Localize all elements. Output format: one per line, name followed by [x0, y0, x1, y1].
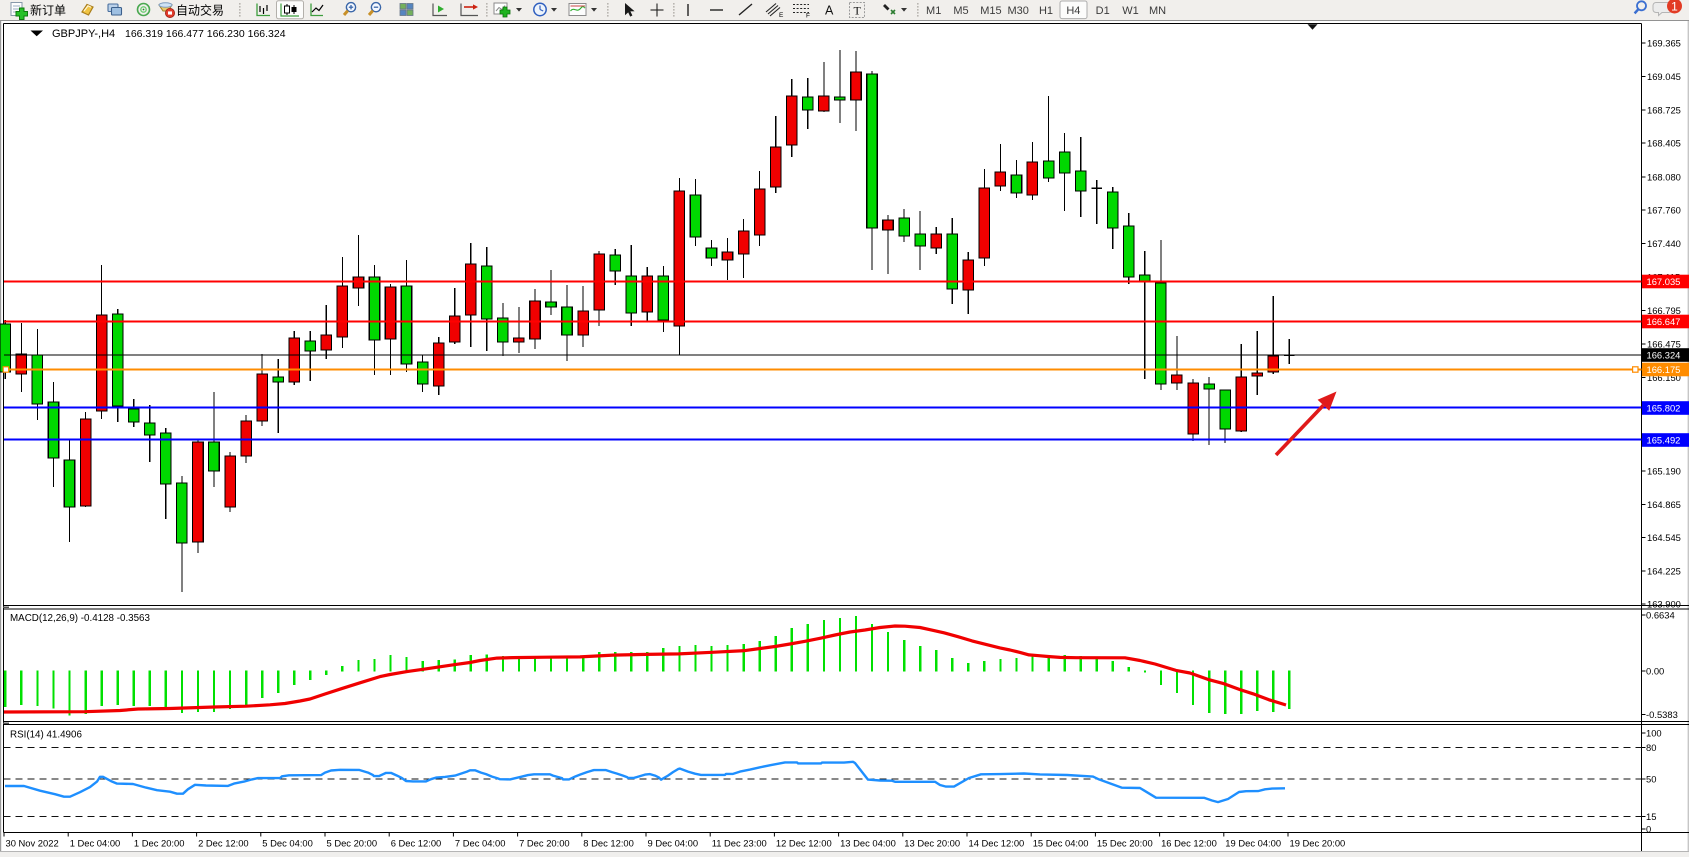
svg-text:H1: H1 [1039, 5, 1053, 17]
svg-text:M15: M15 [980, 5, 1001, 17]
svg-text:166.175: 166.175 [1647, 364, 1681, 375]
svg-text:15: 15 [1646, 811, 1656, 822]
svg-text:GBPJPY-,H4: GBPJPY-,H4 [52, 28, 115, 40]
svg-text:164.865: 164.865 [1647, 499, 1681, 510]
svg-text:166.319 166.477 166.230 166.32: 166.319 166.477 166.230 166.324 [125, 28, 286, 40]
svg-text:15 Dec 20:00: 15 Dec 20:00 [1097, 838, 1153, 849]
svg-text:13 Dec 20:00: 13 Dec 20:00 [904, 838, 960, 849]
svg-text:0: 0 [1646, 823, 1651, 834]
svg-text:165.190: 165.190 [1647, 465, 1681, 476]
svg-text:14 Dec 12:00: 14 Dec 12:00 [969, 838, 1025, 849]
svg-text:169.045: 169.045 [1647, 71, 1681, 82]
svg-text:MACD(12,26,9) -0.4128 -0.3563: MACD(12,26,9) -0.4128 -0.3563 [10, 613, 151, 624]
svg-text:7 Dec 20:00: 7 Dec 20:00 [519, 838, 570, 849]
svg-text:12 Dec 12:00: 12 Dec 12:00 [776, 838, 832, 849]
svg-text:5 Dec 04:00: 5 Dec 04:00 [262, 838, 313, 849]
svg-text:164.225: 164.225 [1647, 565, 1681, 576]
svg-text:167.760: 167.760 [1647, 204, 1681, 215]
svg-text:164.545: 164.545 [1647, 532, 1681, 543]
svg-text:自动交易: 自动交易 [176, 3, 224, 18]
svg-text:13 Dec 04:00: 13 Dec 04:00 [840, 838, 896, 849]
svg-text:T: T [854, 4, 862, 18]
svg-text:9 Dec 04:00: 9 Dec 04:00 [648, 838, 699, 849]
svg-text:2 Dec 12:00: 2 Dec 12:00 [198, 838, 249, 849]
svg-text:30 Nov 2022: 30 Nov 2022 [6, 838, 59, 849]
svg-text:新订单: 新订单 [30, 3, 66, 18]
svg-text:D1: D1 [1096, 5, 1110, 17]
svg-text:M5: M5 [953, 5, 968, 17]
svg-text:166.647: 166.647 [1647, 316, 1681, 327]
svg-text:1 Dec 04:00: 1 Dec 04:00 [70, 838, 121, 849]
svg-text:15 Dec 04:00: 15 Dec 04:00 [1033, 838, 1089, 849]
svg-text:166.150: 166.150 [1647, 372, 1681, 383]
svg-text:165.802: 165.802 [1647, 403, 1681, 414]
svg-text:50: 50 [1646, 773, 1656, 784]
svg-text:H4: H4 [1066, 5, 1080, 17]
svg-text:A: A [825, 4, 834, 18]
svg-text:1 Dec 20:00: 1 Dec 20:00 [134, 838, 185, 849]
svg-text:RSI(14) 41.4906: RSI(14) 41.4906 [10, 730, 82, 741]
svg-text:168.405: 168.405 [1647, 137, 1681, 148]
svg-text:1: 1 [1671, 0, 1678, 14]
svg-text:19 Dec 20:00: 19 Dec 20:00 [1290, 838, 1346, 849]
svg-text:7 Dec 04:00: 7 Dec 04:00 [455, 838, 506, 849]
svg-text:W1: W1 [1122, 5, 1139, 17]
svg-text:5 Dec 20:00: 5 Dec 20:00 [327, 838, 378, 849]
svg-text:M30: M30 [1007, 5, 1028, 17]
svg-text:167.440: 167.440 [1647, 238, 1681, 249]
svg-text:166.475: 166.475 [1647, 338, 1681, 349]
svg-text:6 Dec 12:00: 6 Dec 12:00 [391, 838, 442, 849]
svg-text:8 Dec 12:00: 8 Dec 12:00 [583, 838, 634, 849]
svg-text:169.365: 169.365 [1647, 37, 1681, 48]
svg-text:0.6634: 0.6634 [1646, 609, 1675, 620]
svg-text:167.035: 167.035 [1647, 276, 1681, 287]
svg-text:163.900: 163.900 [1647, 598, 1681, 609]
svg-text:-0.5383: -0.5383 [1646, 709, 1678, 720]
svg-text:F: F [806, 13, 810, 20]
svg-text:168.080: 168.080 [1647, 171, 1681, 182]
svg-text:MN: MN [1149, 5, 1166, 17]
svg-text:11 Dec 23:00: 11 Dec 23:00 [712, 838, 767, 849]
svg-text:E: E [779, 12, 784, 19]
svg-text:100: 100 [1646, 727, 1662, 738]
svg-text:165.492: 165.492 [1647, 435, 1681, 446]
svg-text:168.725: 168.725 [1647, 104, 1681, 115]
svg-text:166.795: 166.795 [1647, 305, 1681, 316]
svg-text:19 Dec 04:00: 19 Dec 04:00 [1225, 838, 1281, 849]
svg-text:M1: M1 [926, 5, 941, 17]
svg-text:16 Dec 12:00: 16 Dec 12:00 [1161, 838, 1217, 849]
svg-text:0.00: 0.00 [1646, 665, 1664, 676]
svg-text:80: 80 [1646, 742, 1656, 753]
svg-text:166.324: 166.324 [1647, 350, 1681, 361]
